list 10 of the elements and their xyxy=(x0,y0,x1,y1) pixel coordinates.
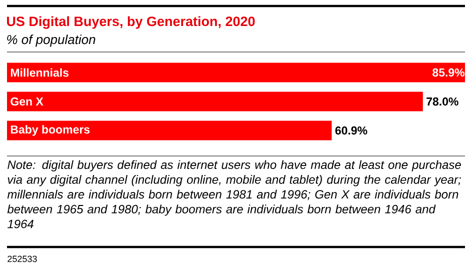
chart-title: US Digital Buyers, by Generation, 2020 xyxy=(7,16,255,29)
data-label: 60.9% xyxy=(335,126,368,135)
data-label: 85.9% xyxy=(432,68,464,77)
chart-subtitle: % of population xyxy=(7,34,96,47)
y-tick-label: Millennials xyxy=(10,68,69,77)
text: Note: digital buyers defined as internet users who have made at least one purchase via any digital channel (including online, mobile and tablet) during the calendar year; millennials are individuals born between 1981 and 1996; Gen X are individuals born between 1965 and 1980; baby boomers are individuals born between 1946 and 1964 xyxy=(7,160,461,228)
y-tick-label: Baby boomers xyxy=(10,125,90,136)
y-tick-label: Gen X xyxy=(10,97,44,106)
data-label: 78.0% xyxy=(426,97,458,106)
text: 252533 xyxy=(8,256,37,262)
